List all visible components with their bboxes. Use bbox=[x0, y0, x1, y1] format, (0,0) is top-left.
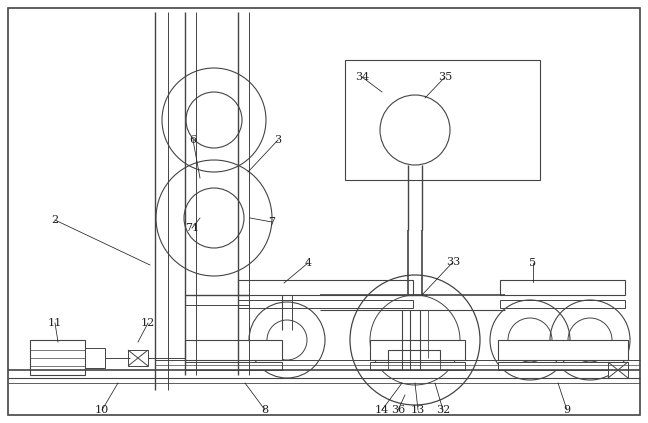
Bar bbox=[370, 340, 465, 360]
Bar bbox=[30, 340, 85, 375]
Text: 10: 10 bbox=[95, 405, 109, 415]
Text: 12: 12 bbox=[141, 318, 155, 328]
Text: 11: 11 bbox=[48, 318, 62, 328]
Bar bbox=[498, 340, 628, 360]
Text: 14: 14 bbox=[375, 405, 389, 415]
Bar bbox=[185, 340, 282, 360]
Text: 8: 8 bbox=[261, 405, 268, 415]
Text: 9: 9 bbox=[564, 405, 570, 415]
Text: 4: 4 bbox=[305, 258, 312, 268]
Text: 5: 5 bbox=[529, 258, 537, 268]
Text: 33: 33 bbox=[446, 257, 460, 267]
Text: 71: 71 bbox=[185, 223, 199, 233]
Bar bbox=[85, 348, 105, 368]
Bar bbox=[370, 362, 465, 370]
Bar bbox=[238, 280, 413, 295]
Bar bbox=[500, 280, 625, 295]
Text: 32: 32 bbox=[436, 405, 450, 415]
Bar bbox=[388, 362, 440, 370]
Text: 34: 34 bbox=[355, 72, 369, 82]
Text: 13: 13 bbox=[411, 405, 425, 415]
Bar bbox=[388, 350, 440, 362]
Text: 6: 6 bbox=[189, 135, 196, 145]
Text: 7: 7 bbox=[268, 217, 275, 227]
Text: 36: 36 bbox=[391, 405, 405, 415]
Bar bbox=[608, 362, 628, 378]
Text: 35: 35 bbox=[438, 72, 452, 82]
Bar bbox=[500, 300, 625, 308]
Bar bbox=[345, 60, 540, 180]
Text: 3: 3 bbox=[275, 135, 282, 145]
Bar bbox=[185, 362, 282, 370]
Bar bbox=[238, 300, 413, 308]
Bar bbox=[128, 350, 148, 366]
Text: 2: 2 bbox=[51, 215, 58, 225]
Bar bbox=[498, 362, 628, 370]
